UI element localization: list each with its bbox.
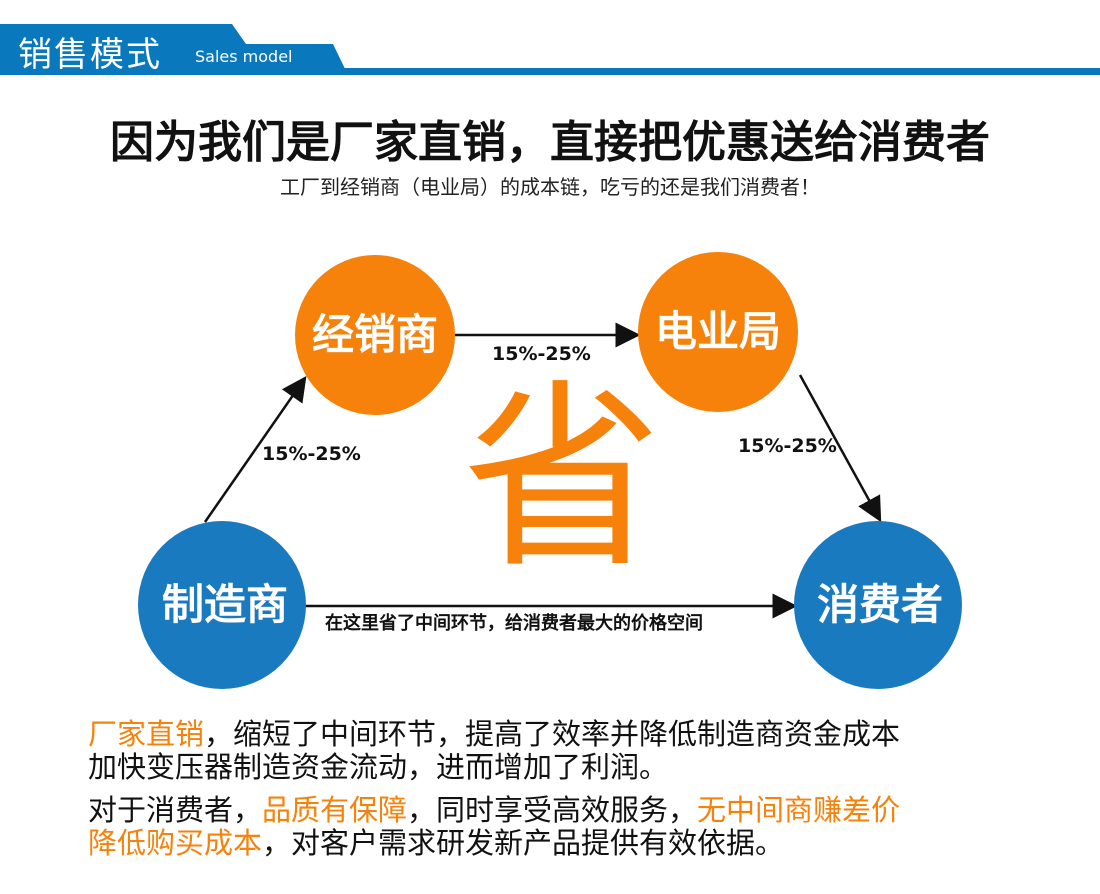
edge-label-manufacturer-dealer: 15%-25% [262, 443, 361, 465]
node-consumer [794, 521, 962, 689]
edge-label-bureau-consumer: 15%-25% [738, 435, 837, 457]
highlight-quality: 品质有保障 [262, 793, 408, 827]
edge-label-manufacturer-consumer: 在这里省了中间环节，给消费者最大的价格空间 [325, 613, 703, 634]
node-bureau-label: 电业局 [654, 307, 781, 356]
node-dealer-label: 经销商 [311, 310, 438, 359]
text: 对于消费者， [88, 793, 263, 827]
node-manufacturer-label: 制造商 [161, 580, 288, 629]
header-stripe [0, 68, 1100, 75]
paragraph-1-line-1: 厂家直销，缩短了中间环节，提高了效率并降低制造商资金成本 [88, 718, 900, 751]
node-dealer [295, 255, 455, 415]
text: ，缩短了中间环节，提高了效率并降低制造商资金成本 [204, 717, 901, 751]
save-character: 省 [462, 363, 663, 596]
arrow-bureau-consumer [798, 374, 882, 523]
section-title: 销售模式 [18, 35, 162, 75]
paragraph-1-line-2: 加快变压器制造资金流动，进而增加了利润。 [88, 750, 669, 784]
subheadline: 工厂到经销商（电业局）的成本链，吃亏的还是我们消费者！ [280, 175, 820, 199]
text: ，同时享受高效服务， [407, 793, 698, 827]
node-consumer-label: 消费者 [816, 580, 943, 629]
node-manufacturer [138, 521, 306, 689]
node-bureau [638, 252, 798, 412]
headline: 因为我们是厂家直销，直接把优惠送给消费者 [110, 117, 990, 168]
paragraph-2-line-2: 降低购买成本，对客户需求研发新产品提供有效依据。 [88, 827, 784, 860]
paragraph-2-line-1: 对于消费者，品质有保障，同时享受高效服务，无中间商赚差价 [88, 794, 900, 827]
highlight-direct-sales: 厂家直销 [88, 717, 205, 751]
section-subtitle: Sales model [195, 47, 293, 66]
arrow-manufacturer-dealer [203, 375, 307, 523]
highlight-no-middleman: 无中间商赚差价 [697, 793, 901, 827]
highlight-lower-cost: 降低购买成本 [88, 826, 263, 860]
edge-label-dealer-bureau: 15%-25% [492, 343, 591, 365]
text: ，对客户需求研发新产品提供有效依据。 [262, 826, 785, 860]
